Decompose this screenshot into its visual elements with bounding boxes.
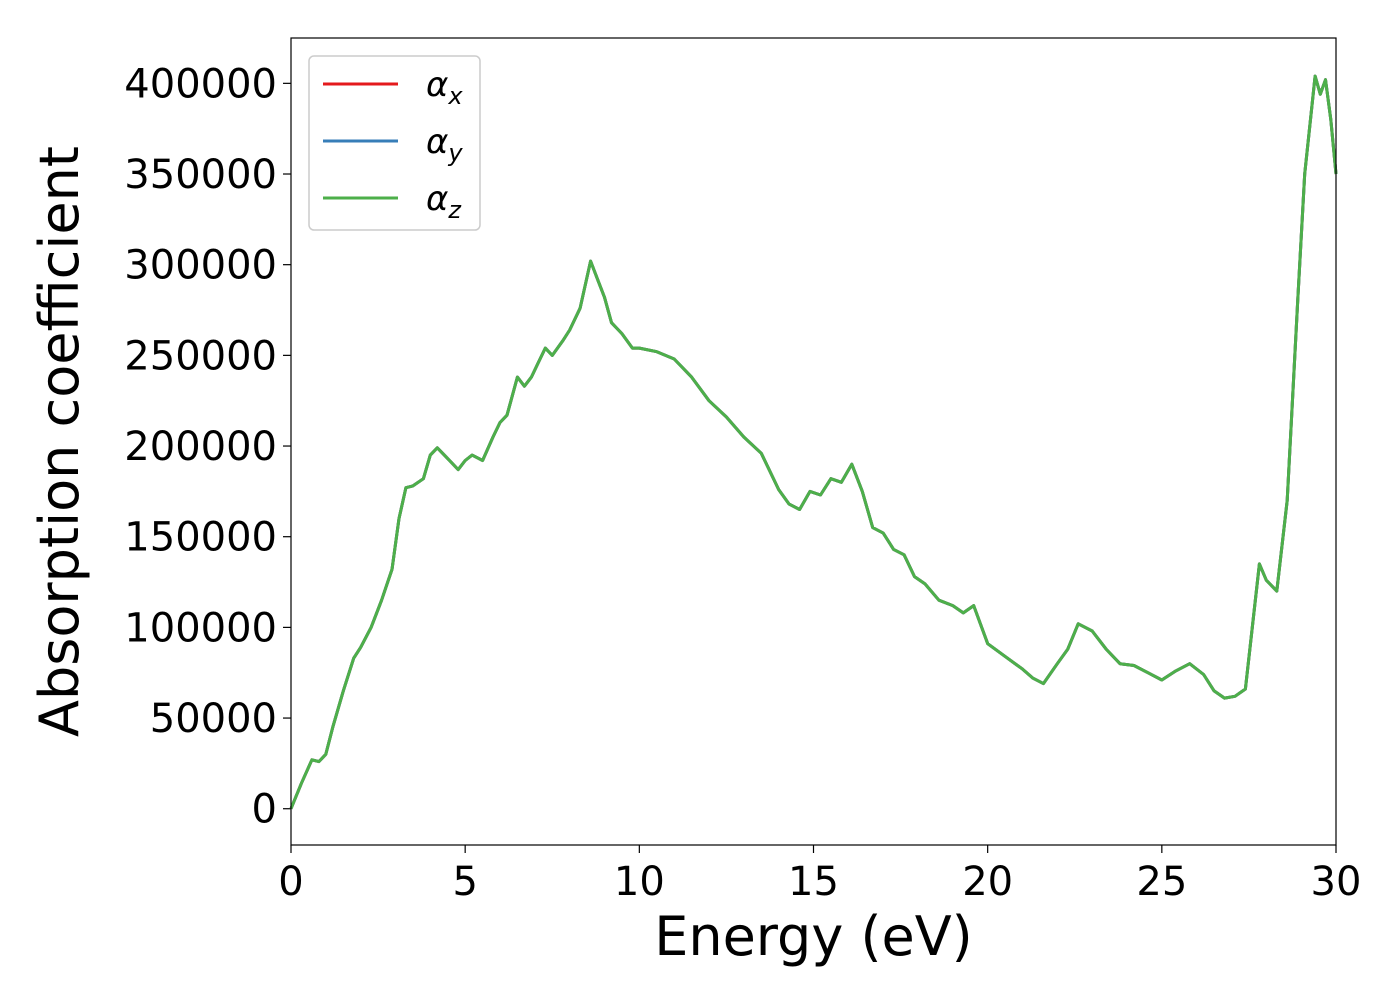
x-tick-label: 10 (614, 859, 665, 905)
x-tick-label: 0 (278, 859, 303, 905)
x-tick-label: 20 (962, 859, 1013, 905)
data-series (289, 74, 1338, 810)
y-tick-label: 100000 (124, 605, 277, 651)
y-tick-label: 250000 (124, 333, 277, 379)
x-axis-label: Energy (eV) (654, 905, 973, 968)
y-tick-label: 150000 (124, 515, 277, 561)
x-tick-label: 15 (788, 859, 839, 905)
y-tick-label: 0 (252, 787, 277, 833)
x-tick-label: 25 (1136, 859, 1187, 905)
y-tick-label: 300000 (124, 243, 277, 289)
y-tick-label: 400000 (124, 61, 277, 107)
y-tick-label: 200000 (124, 424, 277, 470)
x-tick-label: 5 (452, 859, 477, 905)
y-tick-label: 50000 (150, 696, 277, 742)
x-tick-label: 30 (1311, 859, 1362, 905)
y-axis-label: Absorption coefficient (28, 146, 91, 737)
y-tick-label: 350000 (124, 152, 277, 198)
y-axis-ticks: 0 50000 100000 150000 200000 250000 300000 3500… (124, 61, 291, 833)
legend-box (308, 55, 481, 231)
plot-frame (290, 37, 1337, 846)
series-line-z (289, 74, 1338, 810)
x-axis-ticks: 0 5 10 15 20 25 30 (278, 845, 1361, 905)
